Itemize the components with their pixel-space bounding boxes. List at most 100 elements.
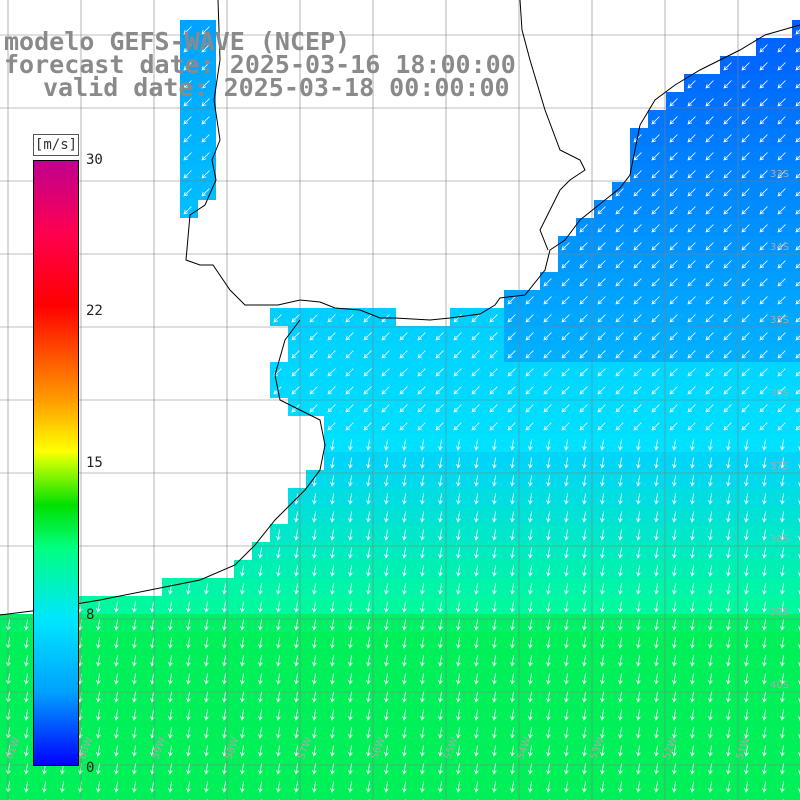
wind-arrow bbox=[723, 386, 732, 395]
wind-arrow bbox=[489, 332, 498, 341]
wind-arrow bbox=[183, 134, 192, 143]
wind-arrow bbox=[492, 637, 497, 649]
wind-arrow bbox=[636, 529, 641, 541]
wind-arrow bbox=[687, 206, 696, 215]
wind-arrow bbox=[744, 511, 749, 523]
wind-arrow bbox=[438, 601, 443, 613]
wind-arrow bbox=[240, 781, 245, 793]
wind-arrow bbox=[780, 637, 785, 649]
wind-arrow bbox=[348, 691, 353, 703]
wind-arrow bbox=[417, 332, 426, 341]
wind-arrow bbox=[114, 673, 119, 685]
wind-arrow bbox=[705, 134, 714, 143]
wind-arrow bbox=[258, 601, 263, 613]
wind-arrow bbox=[348, 745, 353, 757]
wind-arrow bbox=[276, 709, 281, 721]
wind-arrow bbox=[708, 673, 713, 685]
wind-arrow bbox=[636, 565, 641, 577]
wind-arrow bbox=[114, 727, 119, 739]
wind-arrow bbox=[183, 116, 192, 125]
wind-arrow bbox=[759, 80, 768, 89]
wind-arrow bbox=[186, 673, 191, 685]
wind-arrow bbox=[726, 619, 731, 631]
wind-arrow bbox=[633, 188, 642, 197]
wind-arrow bbox=[348, 709, 353, 721]
wind-arrow bbox=[492, 493, 497, 505]
wind-arrow bbox=[618, 655, 623, 667]
wind-cell bbox=[738, 794, 756, 800]
wind-cell bbox=[198, 794, 216, 800]
wind-cell bbox=[630, 794, 648, 800]
wind-arrow bbox=[690, 529, 695, 541]
wind-arrow bbox=[150, 601, 155, 613]
wind-cell bbox=[792, 578, 800, 596]
wind-arrow bbox=[222, 781, 227, 793]
wind-arrow bbox=[420, 511, 425, 523]
wind-arrow bbox=[636, 511, 641, 523]
wind-arrow bbox=[726, 673, 731, 685]
wind-arrow bbox=[276, 727, 281, 739]
wind-arrow bbox=[183, 98, 192, 107]
wind-arrow bbox=[312, 709, 317, 721]
wind-arrow bbox=[294, 745, 299, 757]
wind-arrow bbox=[687, 278, 696, 287]
wind-arrow bbox=[132, 745, 137, 757]
wind-arrow bbox=[240, 655, 245, 667]
wind-arrow bbox=[690, 745, 695, 757]
wind-arrow bbox=[201, 98, 210, 107]
wind-arrow bbox=[636, 439, 641, 451]
wind-arrow bbox=[636, 601, 641, 613]
wind-arrow bbox=[672, 547, 677, 559]
wind-arrow bbox=[345, 404, 354, 413]
wind-arrow bbox=[723, 62, 732, 71]
wind-arrow bbox=[708, 565, 713, 577]
wind-arrow bbox=[690, 637, 695, 649]
wind-cell bbox=[396, 794, 414, 800]
wind-arrow bbox=[744, 673, 749, 685]
wind-arrow bbox=[780, 565, 785, 577]
wind-arrow bbox=[762, 511, 767, 523]
wind-arrow bbox=[723, 170, 732, 179]
wind-arrow bbox=[741, 350, 750, 359]
wind-arrow bbox=[24, 691, 29, 703]
wind-arrow bbox=[402, 529, 407, 541]
wind-arrow bbox=[564, 727, 569, 739]
wind-arrow bbox=[708, 709, 713, 721]
wind-arrow bbox=[669, 242, 678, 251]
wind-arrow bbox=[618, 547, 623, 559]
wind-arrow bbox=[618, 529, 623, 541]
wind-arrow bbox=[528, 691, 533, 703]
wind-arrow bbox=[132, 727, 137, 739]
wind-arrow bbox=[201, 44, 210, 53]
wind-arrow bbox=[633, 332, 642, 341]
wind-arrow bbox=[726, 709, 731, 721]
colorbar-tick-30: 30 bbox=[86, 152, 103, 168]
wind-arrow bbox=[726, 547, 731, 559]
wind-arrow bbox=[618, 637, 623, 649]
wind-arrow bbox=[294, 691, 299, 703]
wind-arrow bbox=[726, 565, 731, 577]
wind-arrow bbox=[651, 116, 660, 125]
wind-arrow bbox=[708, 511, 713, 523]
wind-arrow bbox=[759, 278, 768, 287]
wind-arrow bbox=[492, 583, 497, 595]
wind-arrow bbox=[561, 314, 570, 323]
wind-arrow bbox=[543, 278, 552, 287]
wind-arrow bbox=[363, 422, 372, 431]
wind-arrow bbox=[345, 332, 354, 341]
wind-arrow bbox=[96, 637, 101, 649]
wind-arrow bbox=[402, 673, 407, 685]
wind-arrow bbox=[24, 619, 29, 631]
wind-arrow bbox=[726, 583, 731, 595]
wind-arrow bbox=[24, 727, 29, 739]
wind-arrow bbox=[744, 745, 749, 757]
wind-arrow bbox=[186, 619, 191, 631]
wind-arrow bbox=[330, 565, 335, 577]
wind-arrow bbox=[345, 350, 354, 359]
wind-arrow bbox=[384, 619, 389, 631]
wind-arrow bbox=[186, 745, 191, 757]
wind-arrow bbox=[762, 619, 767, 631]
wind-arrow bbox=[723, 278, 732, 287]
wind-arrow bbox=[510, 655, 515, 667]
wind-arrow bbox=[708, 439, 713, 451]
